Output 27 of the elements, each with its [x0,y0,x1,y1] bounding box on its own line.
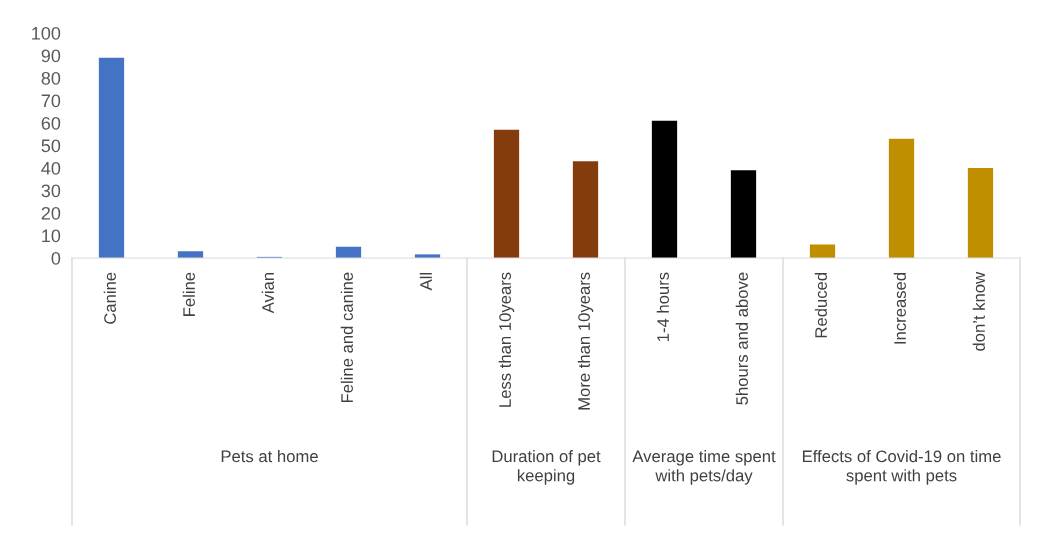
y-tick-label: 50 [41,139,61,153]
x-tick-label: More than 10years [577,272,594,410]
y-tick-label: 100 [32,26,61,40]
text: Average time spent with pets/day [632,450,776,485]
y-tick-label: 90 [41,49,61,63]
text: Duration of pet keeping [492,450,601,485]
x-tick-label: Feline and canine [340,272,353,403]
x-tick-label: Feline [182,272,195,316]
y-tick-label: 30 [41,184,61,198]
y-tick-label: 10 [42,229,61,243]
x-tick-label: Avian [261,272,274,314]
x-tick-label: 1-4 hours [656,272,669,342]
text: Effects of Covid-19 on time spent with pets [802,450,1001,485]
y-tick-label: 80 [41,71,61,85]
y-tick-label: 20 [41,206,61,220]
y-tick-label: 70 [41,94,61,108]
x-tick-label: 5hours and above [735,272,748,405]
x-tick-label: Increased [893,272,906,344]
y-tick-label: 0 [51,251,61,265]
y-tick-label: 40 [41,161,61,175]
x-tick-label: Less than 10years [498,272,515,407]
x-tick-label: Reduced [814,272,827,338]
x-tick-label: don’t know [972,271,985,351]
text: Pets at home [221,450,318,463]
x-tick-label: Canine [103,272,116,324]
x-tick-label: All [419,273,432,291]
y-tick-label: 60 [41,116,61,130]
